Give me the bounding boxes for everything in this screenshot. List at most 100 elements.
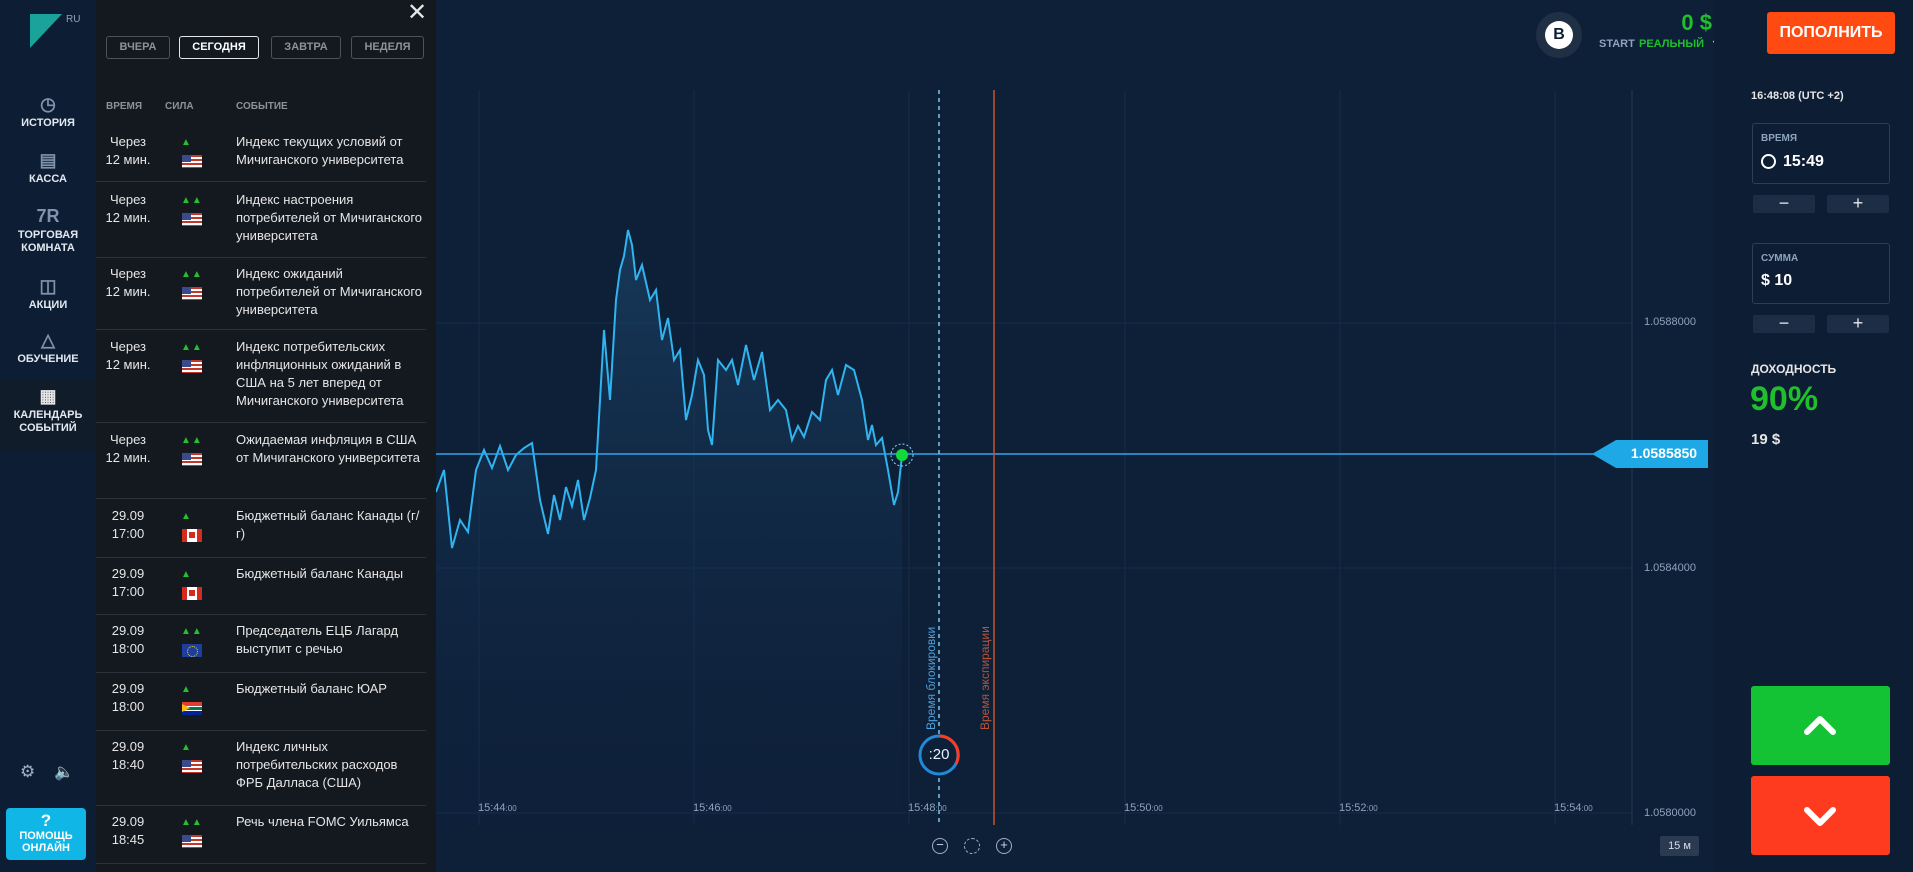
strength-icon: ▲ bbox=[181, 742, 192, 753]
strength-icon: ▲ bbox=[181, 137, 192, 148]
amount-decrease-button[interactable]: − bbox=[1753, 314, 1815, 333]
current-point-ring bbox=[890, 443, 914, 467]
sidebar-item-cashier[interactable]: ▤ КАССА bbox=[0, 150, 96, 186]
clock-icon bbox=[1761, 154, 1776, 169]
speaker-icon[interactable]: 🔈 bbox=[54, 764, 74, 781]
strength-icon: ▲ bbox=[181, 569, 192, 580]
event-name: Бюджетный баланс ЮАР bbox=[236, 681, 387, 696]
event-name: Индекс потребительских инфляционных ожид… bbox=[236, 339, 404, 408]
left-sidebar: RU ◷ ИСТОРИЯ ▤ КАССА 7R ТОРГОВАЯ КОМНАТА… bbox=[0, 0, 96, 872]
event-time: 29.09 18:40 bbox=[111, 739, 145, 772]
account-type-selector[interactable]: РЕАЛЬНЫЙ bbox=[1639, 38, 1704, 50]
payout-percent: 90% bbox=[1750, 380, 1819, 418]
time-decrease-button[interactable]: − bbox=[1753, 194, 1815, 213]
flag-us-icon bbox=[182, 213, 202, 226]
flag-us-icon bbox=[182, 453, 202, 466]
sidebar-item-label: ОБУЧЕНИЕ bbox=[17, 353, 79, 365]
account-avatar: B bbox=[1545, 21, 1573, 49]
chart-canvas[interactable] bbox=[436, 0, 1714, 872]
amount-increase-button[interactable]: + bbox=[1827, 314, 1889, 333]
strength-icon: ▲▲ bbox=[181, 435, 203, 446]
event-time: Через 12 мин. bbox=[105, 192, 151, 225]
strength-icon: ▲▲ bbox=[181, 626, 203, 637]
strength-icon: ▲ bbox=[181, 684, 192, 695]
logo[interactable] bbox=[30, 14, 62, 48]
event-row[interactable]: Через 12 мин. ▲▲ Ожидаемая инфляция в США о… bbox=[96, 426, 426, 499]
payout-amount: 19 $ bbox=[1751, 431, 1781, 448]
sidebar-item-calendar[interactable]: ▦ КАЛЕНДАРЬ СОБЫТИЙ bbox=[0, 380, 96, 450]
crosshair-reset-icon[interactable] bbox=[964, 838, 980, 854]
sidebar-item-label: КАЛЕНДАРЬ СОБЫТИЙ bbox=[13, 409, 83, 434]
flag-us-icon bbox=[182, 287, 202, 300]
calendar-icon: ▦ bbox=[39, 386, 57, 406]
event-row[interactable]: 29.09 18:00 ▲ Бюджетный баланс ЮАР bbox=[96, 675, 426, 731]
event-row[interactable]: Через 12 мин. ▲▲ Индекс потребительских инф… bbox=[96, 333, 426, 423]
sidebar-item-promotions[interactable]: ◫ АКЦИИ bbox=[0, 276, 96, 312]
timeframe-selector[interactable]: 15 м bbox=[1660, 836, 1699, 856]
put-down-button[interactable] bbox=[1751, 776, 1890, 855]
deposit-button[interactable]: ПОПОЛНИТЬ bbox=[1767, 12, 1895, 54]
column-header-event: СОБЫТИЕ bbox=[236, 101, 288, 112]
gear-icon[interactable]: ⚙ bbox=[20, 762, 36, 781]
strength-icon: ▲▲ bbox=[181, 817, 203, 828]
sidebar-item-label: ТОРГОВАЯ КОМНАТА bbox=[17, 229, 79, 254]
tab-yesterday[interactable]: ВЧЕРА bbox=[106, 36, 170, 59]
event-row[interactable]: Через 12 мин. ▲ Индекс текущих условий от М… bbox=[96, 128, 426, 182]
event-time: Через 12 мин. bbox=[105, 339, 151, 372]
account-avatar-ring[interactable]: B bbox=[1536, 12, 1582, 58]
logo-badge: RU bbox=[66, 14, 81, 25]
balance-value: 0 $ bbox=[1681, 10, 1712, 35]
price-level-label: 1.0580000 bbox=[1644, 807, 1696, 819]
time-increase-button[interactable]: + bbox=[1827, 194, 1889, 213]
help-online-button[interactable]: ? ПОМОЩЬ ОНЛАЙН bbox=[6, 808, 86, 860]
price-area-fill bbox=[436, 230, 902, 825]
event-name: Бюджетный баланс Канады bbox=[236, 566, 404, 581]
zoom-in-icon[interactable]: + bbox=[996, 838, 1012, 854]
tab-today[interactable]: СЕГОДНЯ bbox=[179, 36, 259, 59]
event-row[interactable]: 29.09 18:45 ▲▲ Речь члена FOMC Уильямса bbox=[96, 808, 426, 864]
event-row[interactable]: 29.09 18:40 ▲ Индекс личных потребительских… bbox=[96, 733, 426, 806]
tab-tomorrow[interactable]: ЗАВТРА bbox=[271, 36, 341, 59]
event-name: Индекс личных потребительских расходов Ф… bbox=[236, 739, 398, 790]
price-level-label: 1.0588000 bbox=[1644, 316, 1696, 328]
chevron-up-icon bbox=[1804, 716, 1836, 735]
event-name: Индекс ожиданий потребителей от Мичиганс… bbox=[236, 266, 423, 317]
event-row[interactable]: 29.09 17:00 ▲ Бюджетный баланс Канады bbox=[96, 560, 426, 615]
event-name: Речь члена FOMC Уильямса bbox=[236, 814, 409, 829]
event-time: Через 12 мин. bbox=[105, 432, 151, 465]
event-name: Председатель ЕЦБ Лагард выступит с речью bbox=[236, 623, 399, 656]
event-time: 29.09 18:00 bbox=[111, 623, 145, 656]
event-row[interactable]: Через 12 мин. ▲▲ Индекс настроения потребит… bbox=[96, 186, 426, 258]
price-tag-shape bbox=[1592, 440, 1708, 468]
sidebar-item-trading-room[interactable]: 7R ТОРГОВАЯ КОМНАТА bbox=[0, 206, 96, 255]
sidebar-item-history[interactable]: ◷ ИСТОРИЯ bbox=[0, 94, 96, 130]
tab-week[interactable]: НЕДЕЛЯ bbox=[351, 36, 424, 59]
event-time: 29.09 17:00 bbox=[111, 566, 145, 599]
countdown-progress bbox=[938, 734, 960, 765]
close-icon[interactable]: ✕ bbox=[407, 0, 428, 26]
flag-us-icon bbox=[182, 760, 202, 773]
amount-field[interactable]: СУММА $ 10 bbox=[1752, 243, 1890, 304]
strength-icon: ▲ bbox=[181, 511, 192, 522]
sidebar-item-education[interactable]: △ ОБУЧЕНИЕ bbox=[0, 330, 96, 366]
event-time: 29.09 18:45 bbox=[111, 814, 145, 847]
payout-label: ДОХОДНОСТЬ bbox=[1751, 362, 1837, 376]
flag-eu-icon bbox=[182, 644, 202, 657]
amount-value: $ 10 bbox=[1761, 272, 1793, 289]
zoom-out-icon[interactable]: − bbox=[932, 838, 948, 854]
call-up-button[interactable] bbox=[1751, 686, 1890, 765]
event-name: Индекс настроения потребителей от Мичига… bbox=[236, 192, 423, 243]
price-chart[interactable]: 1.0585850 1.0588000 1.0584000 1.0580000 … bbox=[436, 0, 1720, 872]
current-price-tag: 1.0585850 bbox=[1630, 445, 1698, 461]
strength-icon: ▲▲ bbox=[181, 195, 203, 206]
clock-history-icon: ◷ bbox=[40, 94, 56, 114]
time-axis-label: 15:46:00 bbox=[693, 802, 732, 814]
event-row[interactable]: 29.09 17:00 ▲ Бюджетный баланс Канады (г/г) bbox=[96, 502, 426, 558]
event-row[interactable]: Через 12 мин. ▲▲ Индекс ожиданий потребител… bbox=[96, 260, 426, 330]
time-field[interactable]: ВРЕМЯ 15:49 bbox=[1752, 123, 1890, 184]
flag-us-icon bbox=[182, 155, 202, 168]
strength-icon: ▲▲ bbox=[181, 342, 203, 353]
block-time-label: Время блокировки bbox=[924, 626, 938, 730]
event-row[interactable]: 29.09 18:00 ▲▲ Председатель ЕЦБ Лагард выст… bbox=[96, 617, 426, 673]
flag-ca-icon bbox=[182, 529, 202, 542]
